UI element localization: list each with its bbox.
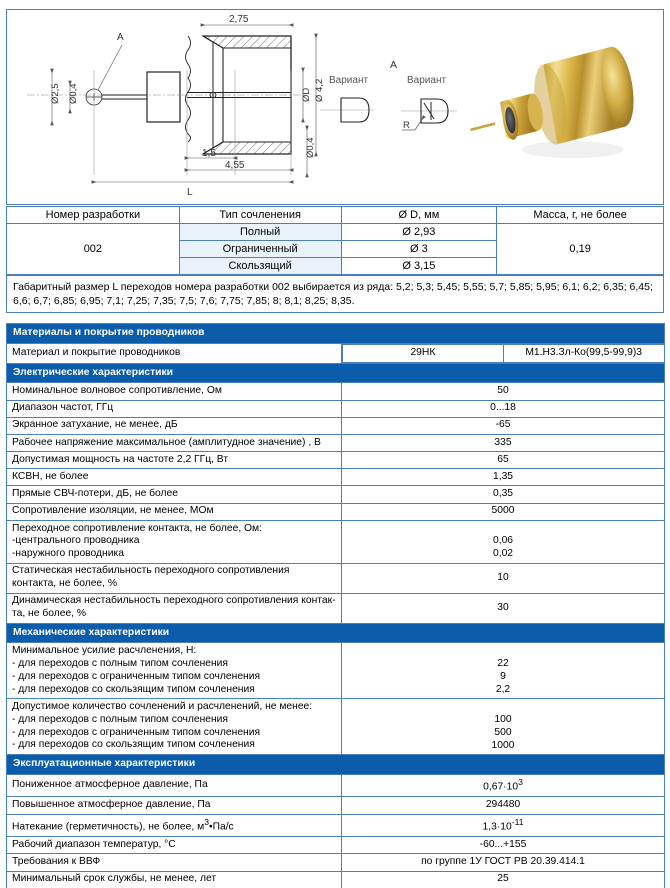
svg-text:Ø 4,2: Ø 4,2 bbox=[314, 79, 325, 102]
svg-text:1,5: 1,5 bbox=[202, 148, 216, 159]
svg-text:4,55: 4,55 bbox=[225, 160, 245, 171]
svg-text:2,75: 2,75 bbox=[229, 14, 249, 25]
svg-text:Ø0,4: Ø0,4 bbox=[68, 83, 79, 104]
svg-text:Вариант: Вариант bbox=[407, 75, 446, 86]
svg-text:Ø2,5: Ø2,5 bbox=[50, 83, 61, 104]
svg-text:A: A bbox=[117, 32, 124, 43]
svg-text:R: R bbox=[403, 120, 410, 131]
svg-text:L: L bbox=[187, 187, 193, 198]
svg-text:ØD: ØD bbox=[301, 88, 312, 102]
svg-text:Вариант: Вариант bbox=[329, 75, 368, 86]
svg-text:Ø0,4: Ø0,4 bbox=[305, 137, 316, 158]
svg-text:A: A bbox=[390, 59, 397, 71]
